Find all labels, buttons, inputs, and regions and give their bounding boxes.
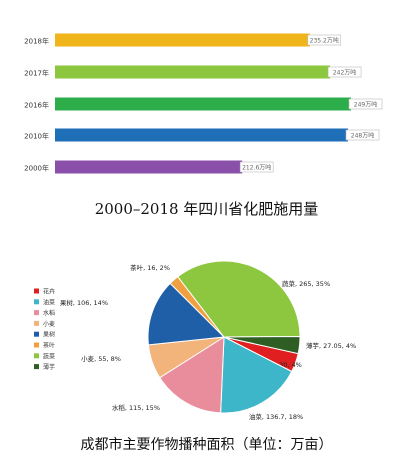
legend-entry: 薄芋 (43, 363, 55, 371)
bar (55, 97, 352, 111)
pie-slice-label: 小麦, 55, 8% (81, 354, 121, 363)
legend-swatch (34, 342, 39, 348)
pie-chart-title: 成都市主要作物播种面积（单位：万亩） (80, 437, 333, 453)
legend-swatch (34, 288, 39, 294)
bar (55, 128, 349, 142)
legend-entry: 蔬菜 (43, 352, 55, 360)
legend-entry: 茶叶 (43, 342, 55, 350)
bar-value-box (307, 34, 342, 46)
pie-slice (147, 282, 226, 346)
legend-swatch (34, 320, 39, 326)
bar-value-box (345, 129, 380, 141)
pie-slice (159, 336, 225, 414)
legend-entry: 果树 (43, 331, 55, 339)
bar-value-label: 249万吨 (354, 101, 377, 109)
legend-swatch (34, 310, 39, 316)
bar-chart: 2018年 235.2万吨 2017年 242万吨 2016年 249万吨 2010年 248… (24, 33, 383, 174)
pie-slice-label: 薄芋, 27.05, 4% (306, 341, 356, 350)
pie-slice-label: 油菜, 136.7, 18% (249, 412, 303, 421)
legend-entry: 花卉 (43, 288, 55, 296)
pie-slice (220, 336, 293, 414)
legend-entry: 水稻 (43, 309, 55, 317)
bar-value-label: 242万吨 (333, 69, 356, 77)
legend-entry: 油菜 (43, 298, 55, 306)
pie-slice-label: 蔬菜, 265, 35% (282, 279, 330, 288)
bar-category-label: 2000年 (24, 164, 49, 173)
bar-value-label: 212.6万吨 (242, 164, 271, 172)
bar-category-label: 2017年 (24, 69, 49, 78)
bar-value-label: 235.2万吨 (310, 37, 339, 45)
bar-value-box (327, 66, 362, 78)
bar-category-label: 2010年 (24, 132, 49, 141)
pie-slice-label: 花卉, 30, 4% (262, 360, 302, 369)
legend-swatch (34, 364, 39, 370)
pie-slice-label: 果树, 106, 14% (60, 298, 108, 307)
bar-category-label: 2016年 (24, 101, 49, 110)
bar-category-label: 2018年 (24, 37, 49, 46)
bar-value-box (348, 98, 383, 110)
pie-slice-label: 茶叶, 16, 2% (130, 263, 170, 272)
pie-slice-label: 水稻, 115, 15% (112, 403, 160, 412)
legend-swatch (34, 299, 39, 305)
bar-value-label: 248万吨 (351, 132, 374, 140)
pie-slice (177, 260, 301, 338)
pie-slice (223, 336, 301, 355)
bar-value-box (239, 161, 274, 173)
bar (55, 160, 243, 174)
legend-entry: 小麦 (43, 320, 55, 328)
bar-chart-title: 2000–2018 年四川省化肥施用量 (94, 200, 319, 218)
legend-swatch (34, 353, 39, 359)
legend-swatch (34, 331, 39, 337)
bar (55, 65, 331, 79)
bar (55, 33, 310, 47)
